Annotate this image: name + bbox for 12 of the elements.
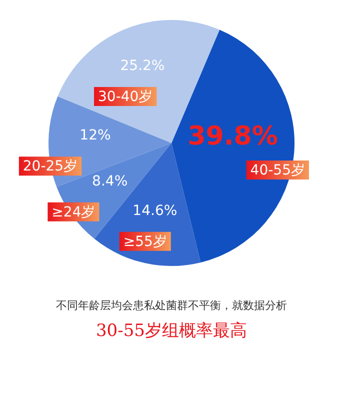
data-label: 8.4% [92,174,128,190]
data-label: 14.6% [132,203,178,220]
data-label: 12% [80,128,111,144]
slice-label: 40-55岁 [250,162,305,179]
text: 30-55岁组概率最高 [94,320,248,342]
slice-label: 30-40岁 [98,89,153,106]
slice-label: ≥24岁 [52,204,96,221]
data-label: 39.8% [188,122,278,152]
slice-label: 20-25岁 [22,158,78,175]
data-label: 25.2% [120,58,165,74]
slice-label: ≥55岁 [123,234,167,250]
text: 不同年龄层均会患私处菌群不平衡，就数据分析 [55,298,288,313]
